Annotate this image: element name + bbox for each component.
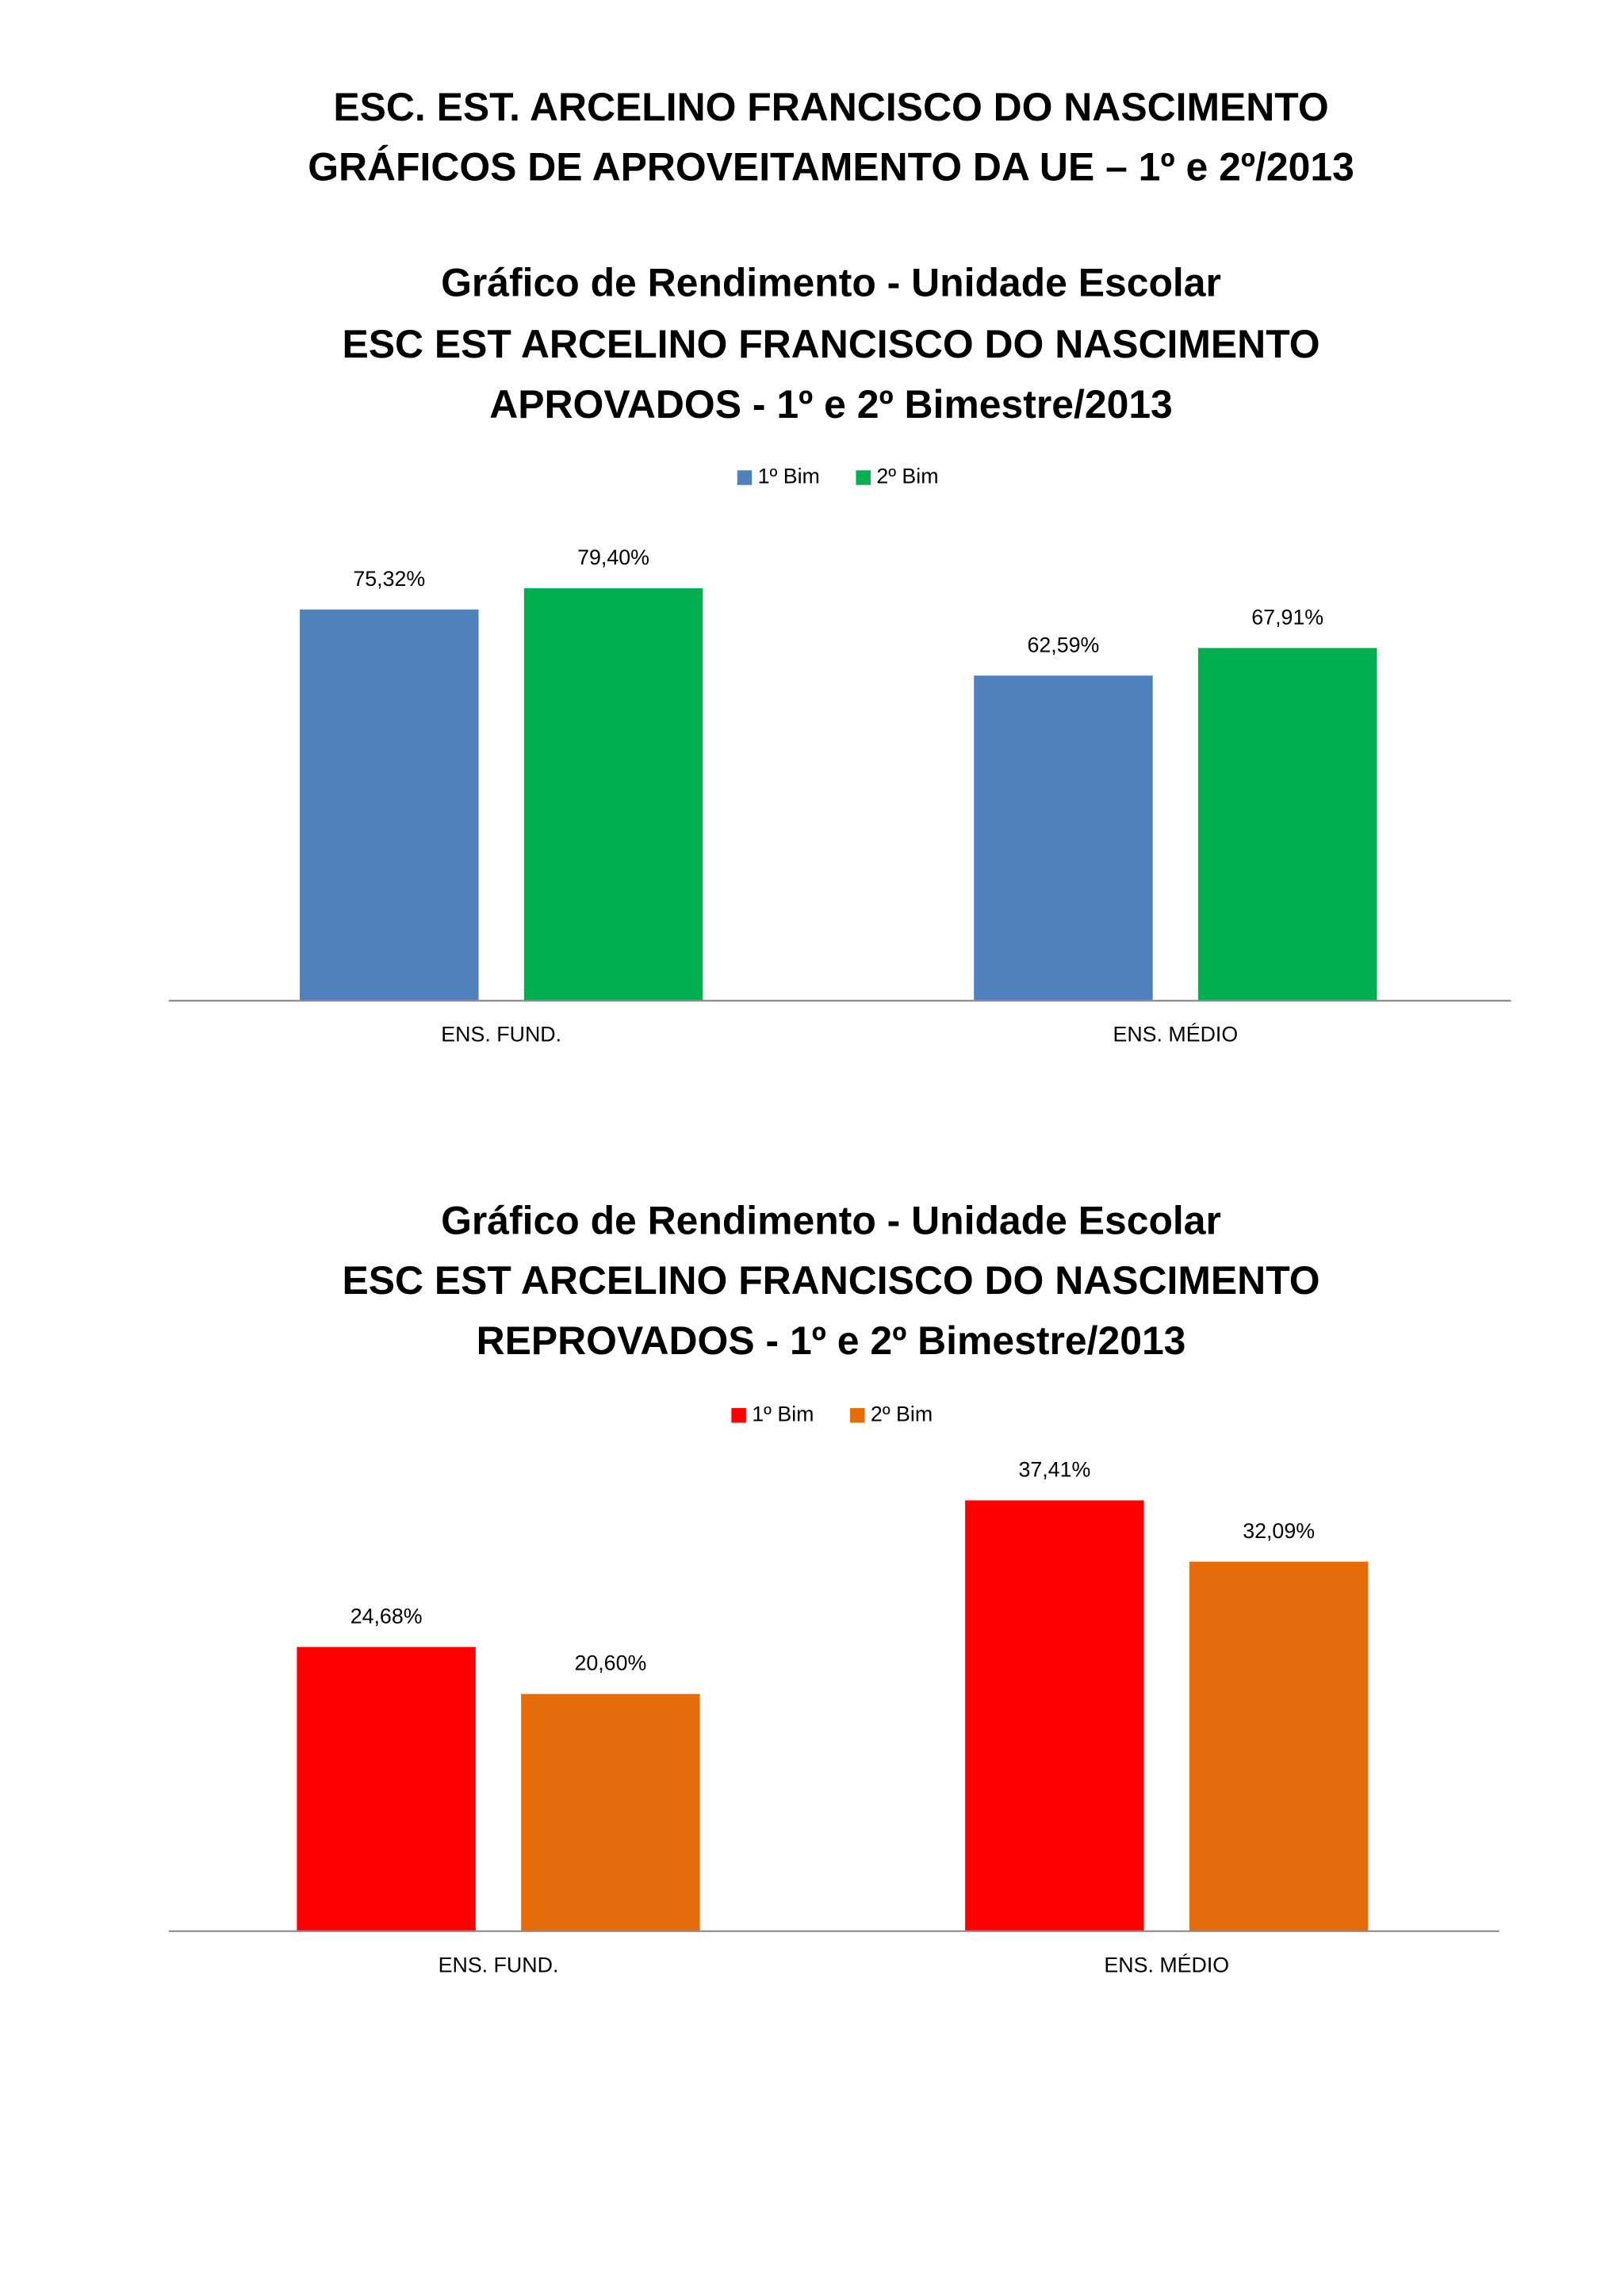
- chart-title: ESC EST ARCELINO FRANCISCO DO NASCIMENTO: [342, 322, 1320, 366]
- value-label: 75,32%: [353, 567, 425, 591]
- chart-title: APROVADOS - 1º e 2º Bimestre/2013: [489, 382, 1173, 427]
- bar: [1189, 1561, 1369, 1931]
- bar: [297, 1647, 476, 1931]
- chart-title: Gráfico de Rendimento - Unidade Escolar: [441, 1198, 1221, 1242]
- legend-label: 2º Bim: [871, 1402, 933, 1425]
- value-label: 20,60%: [574, 1651, 646, 1675]
- bar: [521, 1693, 700, 1931]
- bar: [523, 588, 703, 1001]
- legend-label: 2º Bim: [876, 465, 938, 488]
- bar: [974, 675, 1153, 1001]
- value-label: 37,41%: [1018, 1458, 1090, 1482]
- value-label: 67,91%: [1251, 605, 1323, 629]
- bar: [300, 609, 479, 1001]
- bar: [965, 1500, 1144, 1931]
- legend-swatch: [856, 470, 871, 485]
- x-tick-label: ENS. MÉDIO: [1104, 1953, 1229, 1976]
- x-tick-label: ENS. FUND.: [441, 1023, 561, 1047]
- chart-title: Gráfico de Rendimento - Unidade Escolar: [441, 261, 1221, 305]
- value-label: 62,59%: [1028, 633, 1100, 656]
- legend-label: 1º Bim: [758, 465, 820, 488]
- bar: [1197, 648, 1377, 1001]
- legend-swatch: [850, 1408, 865, 1423]
- x-tick-label: ENS. FUND.: [439, 1953, 559, 1976]
- chart-title: REPROVADOS - 1º e 2º Bimestre/2013: [477, 1318, 1186, 1363]
- value-label: 79,40%: [577, 545, 649, 569]
- x-tick-label: ENS. MÉDIO: [1113, 1023, 1238, 1047]
- legend-swatch: [731, 1408, 746, 1423]
- header-line: GRÁFICOS DE APROVEITAMENTO DA UE – 1º e …: [308, 145, 1354, 189]
- header-line: ESC. EST. ARCELINO FRANCISCO DO NASCIMEN…: [333, 85, 1328, 129]
- legend-swatch: [737, 470, 753, 485]
- value-label: 24,68%: [350, 1604, 423, 1628]
- value-label: 32,09%: [1243, 1519, 1315, 1543]
- legend-label: 1º Bim: [752, 1402, 814, 1425]
- chart-title: ESC EST ARCELINO FRANCISCO DO NASCIMENTO: [342, 1258, 1320, 1303]
